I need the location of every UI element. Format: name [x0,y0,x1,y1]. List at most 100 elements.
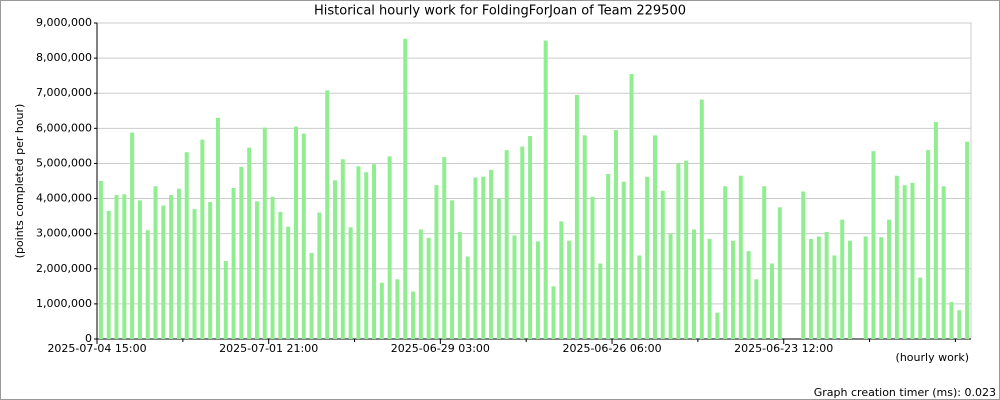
bar [652,135,657,339]
bar [192,209,197,339]
bar [434,185,439,339]
bar [863,236,868,339]
bar [816,236,821,339]
bar [926,150,931,339]
bar [832,255,837,339]
bar [106,210,111,339]
bar [770,263,775,339]
bar [200,139,205,339]
bar [645,176,650,339]
bar [231,188,236,339]
y-tick-label: 5,000,000 [36,156,92,169]
bar [707,238,712,339]
bar [496,198,501,339]
y-tick-label: 1,000,000 [36,297,92,310]
bar [512,235,517,339]
x-tick-label: 2025-06-26 06:00 [562,342,661,355]
bar [317,212,322,339]
bar [824,231,829,339]
bar [582,135,587,339]
bar [801,191,806,339]
bar [239,166,244,339]
bar [684,160,689,339]
bar [176,188,181,339]
bar [504,150,509,339]
bar [98,181,103,339]
bar [879,237,884,339]
bar [372,164,377,339]
bar [676,163,681,339]
bar [457,231,462,339]
bar [333,180,338,339]
x-tick-label: 2025-07-01 21:00 [219,342,318,355]
bar [270,196,275,339]
bar [559,221,564,339]
bar [738,175,743,339]
bar [762,186,767,339]
bar [309,252,314,339]
y-tick-label: 9,000,000 [36,16,92,29]
y-tick-label: 7,000,000 [36,86,92,99]
bar [379,282,384,339]
bar [933,122,938,339]
bar [613,130,618,339]
bar [325,90,330,339]
bar [957,310,962,339]
bar [590,196,595,339]
bar [941,186,946,339]
x-tick-label: 2025-07-04 15:00 [47,342,146,355]
bar [418,229,423,339]
bar [668,233,673,339]
bar [442,157,447,339]
bar [130,132,135,339]
bar [145,230,150,339]
x-tick-label: 2025-06-29 03:00 [391,342,490,355]
bar [403,38,408,340]
bar [215,117,220,339]
bar [715,312,720,339]
bar [465,256,470,339]
bar [293,126,298,339]
bar [395,279,400,339]
bar [691,229,696,339]
bar [574,94,579,339]
y-tick-label: 2,000,000 [36,262,92,275]
bar [411,291,416,339]
bar [535,241,540,339]
bar [871,151,876,339]
bar [840,219,845,339]
bar [777,207,782,339]
bar [730,240,735,339]
bar [348,227,353,339]
bar [286,226,291,339]
bar [949,302,954,339]
x-tick-label: 2025-06-23 12:00 [734,342,833,355]
y-tick-label: 6,000,000 [36,121,92,134]
bar [918,277,923,339]
bar [629,73,634,340]
bar [887,219,892,339]
bar [364,172,369,339]
bar [254,201,259,339]
bar [169,195,174,339]
x-axis-label: (hourly work) [896,351,969,364]
bar [965,141,970,339]
bar [520,146,525,339]
bar [184,152,189,339]
bar [551,286,556,339]
bar [450,200,455,339]
bar [567,240,572,339]
bar [153,186,158,339]
bar [114,195,119,339]
bar [606,173,611,339]
bar [598,263,603,339]
bar [247,147,252,339]
bar [278,211,283,339]
bar [848,240,853,339]
bar [301,133,306,339]
bar [660,190,665,339]
y-axis-label: (points completed per hour) [13,104,26,259]
bar [340,159,345,339]
bar [621,181,626,339]
